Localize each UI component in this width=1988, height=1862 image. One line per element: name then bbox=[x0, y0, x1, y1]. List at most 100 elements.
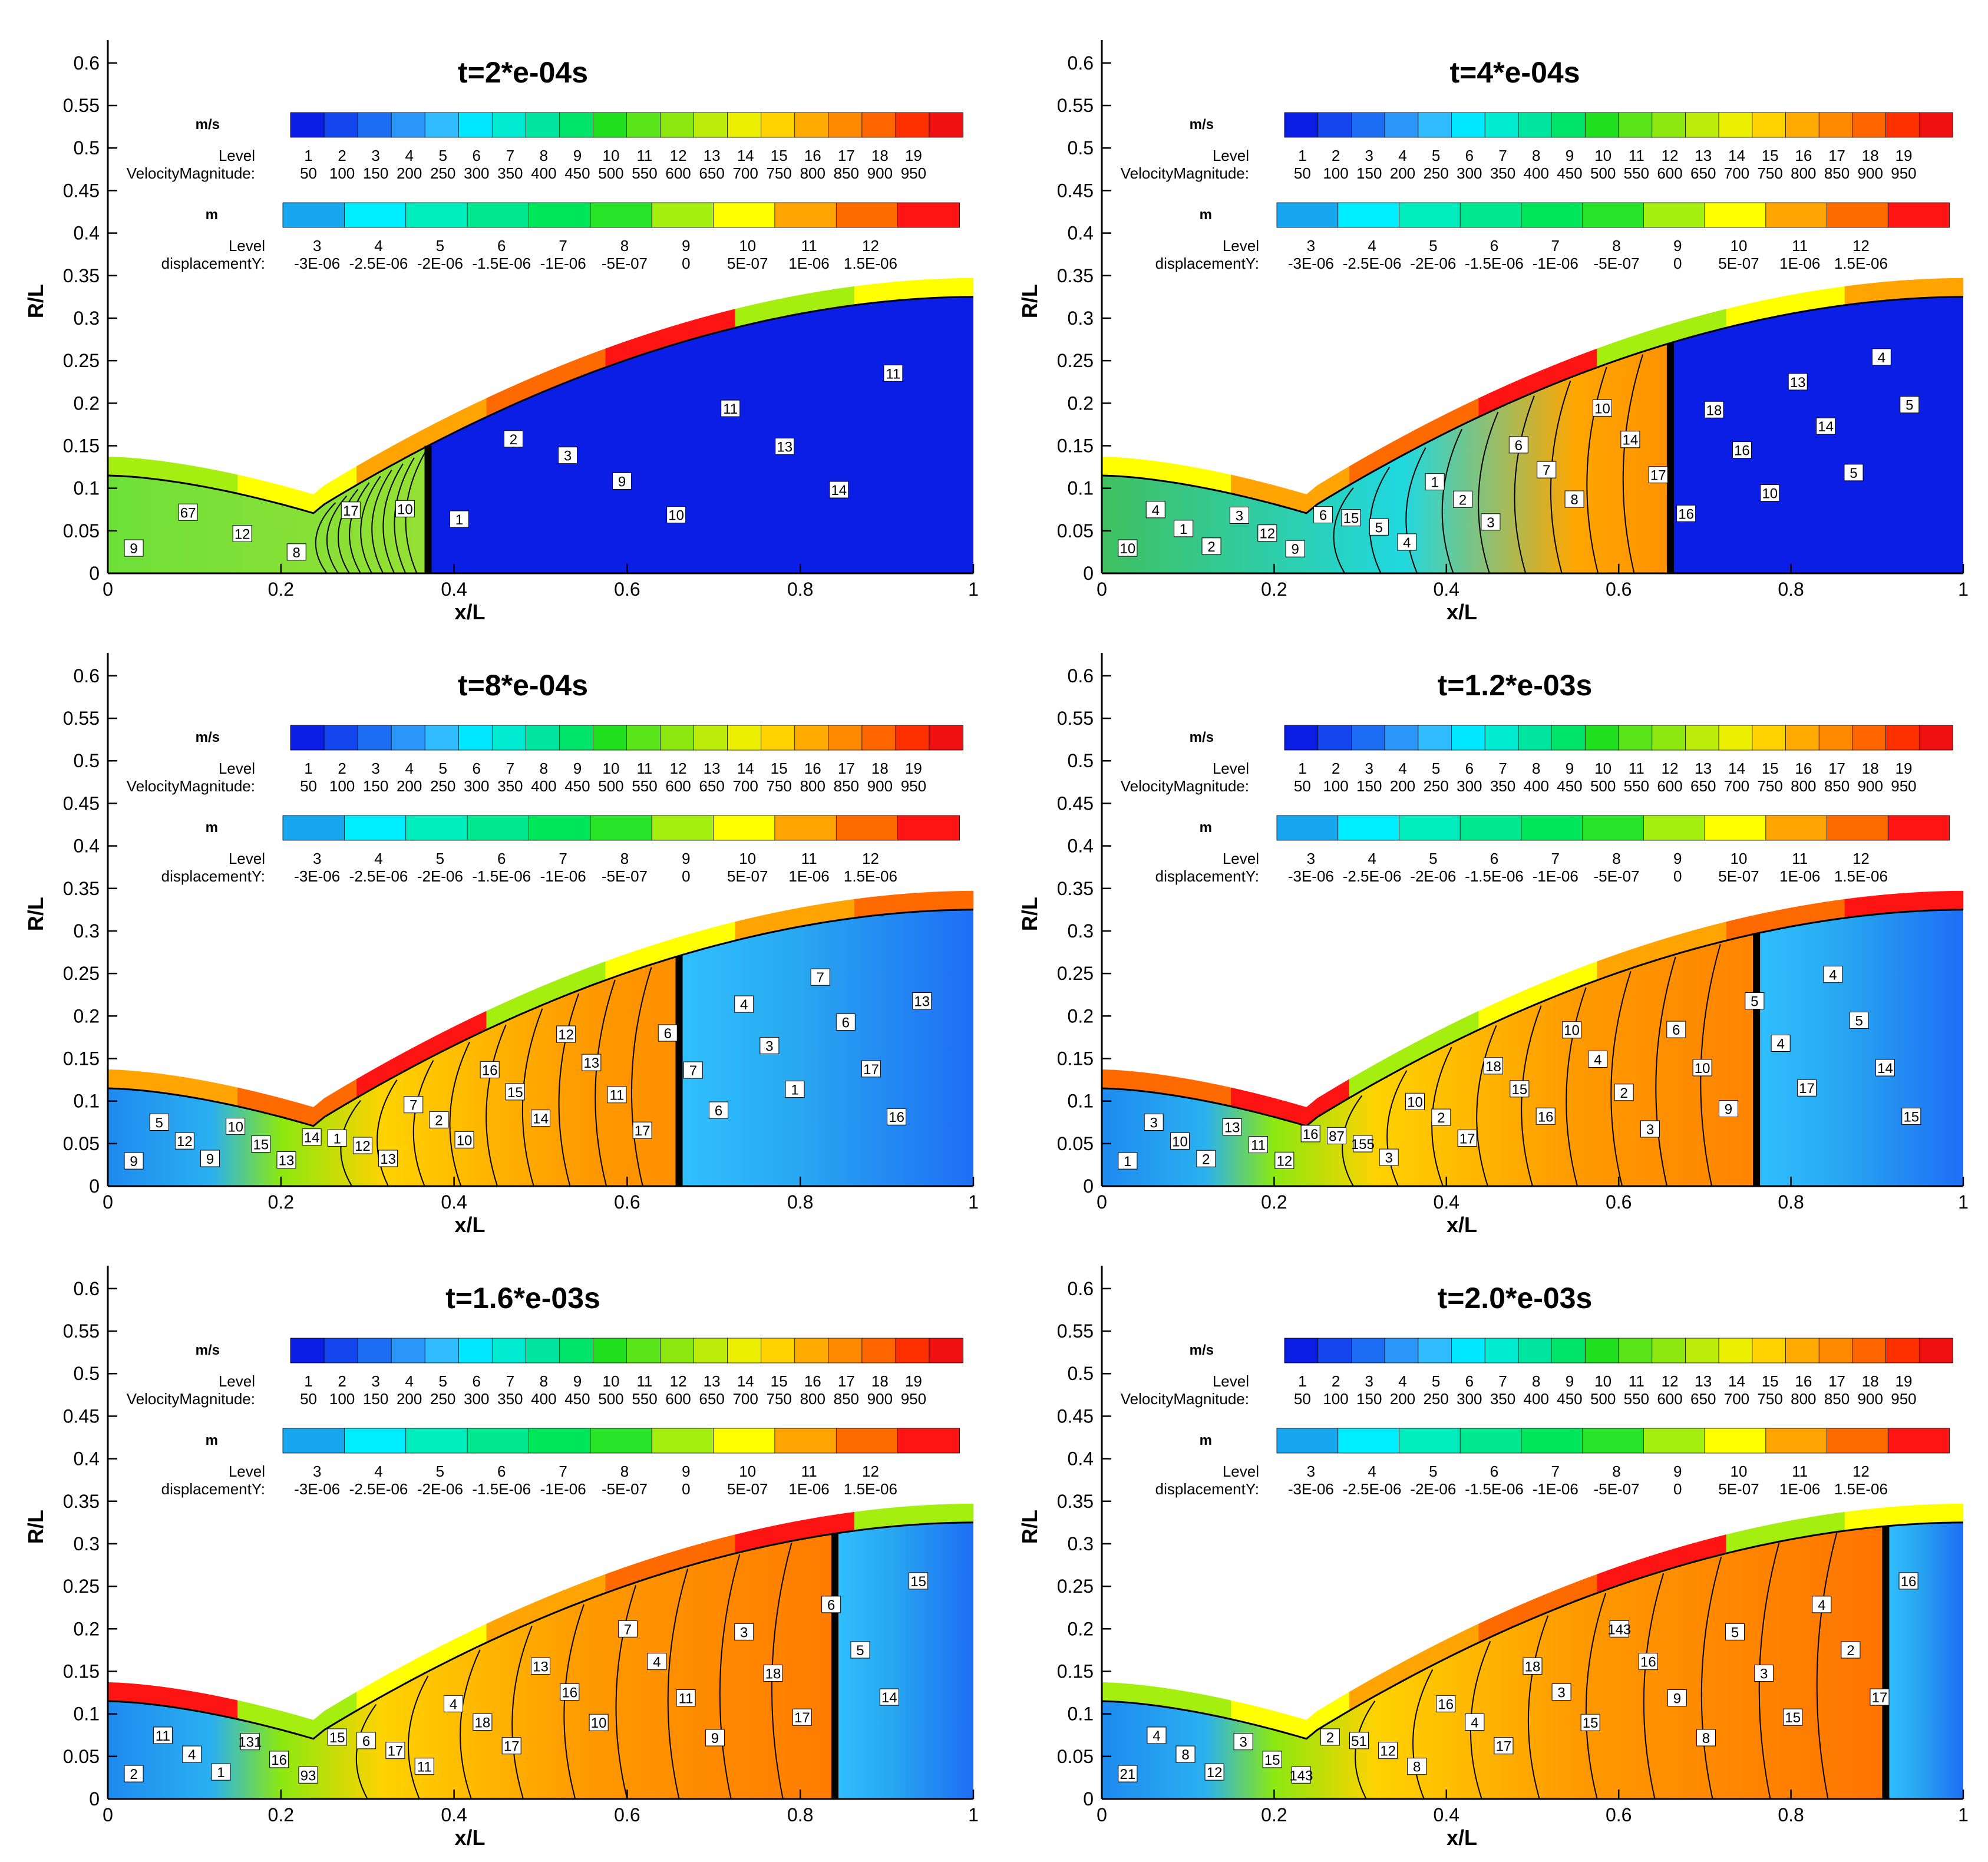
wall-band-segment bbox=[1758, 1524, 1770, 1546]
y-tick-label: 0.05 bbox=[1057, 1746, 1094, 1767]
contour-label: 15 bbox=[507, 1085, 523, 1101]
wall-band-segment bbox=[1241, 1702, 1253, 1725]
contour-label: 5 bbox=[1751, 994, 1758, 1010]
velocity-level: 4 bbox=[405, 1372, 413, 1390]
displacement-variable-label: displacementY: bbox=[1155, 867, 1259, 885]
wall-band-segment bbox=[908, 892, 920, 913]
contour-line bbox=[667, 1568, 689, 1800]
velocity-legend-swatch bbox=[1852, 725, 1887, 751]
velocity-value: 450 bbox=[1557, 777, 1582, 795]
contour-label: 14 bbox=[304, 1130, 320, 1146]
velocity-legend-swatch bbox=[1685, 112, 1719, 138]
velocity-level: 7 bbox=[506, 147, 514, 164]
x-tick-label: 1 bbox=[968, 1191, 979, 1213]
contour-label: 1 bbox=[333, 1131, 341, 1147]
velocity-value: 600 bbox=[1657, 1390, 1682, 1408]
contour-label-box bbox=[1508, 436, 1528, 454]
contour-label: 14 bbox=[1623, 433, 1639, 448]
contour-label-box bbox=[182, 1745, 202, 1763]
wall-band-segment bbox=[1909, 892, 1921, 912]
contour-label-box bbox=[505, 1083, 525, 1101]
wall-band-segment bbox=[746, 916, 757, 939]
wall-band-segment bbox=[1823, 1513, 1834, 1534]
displacement-legend-swatch bbox=[1338, 1428, 1400, 1454]
contour-label-box bbox=[178, 503, 198, 521]
wall-band-segment bbox=[1726, 306, 1738, 328]
velocity-level: 12 bbox=[670, 1372, 687, 1390]
wall-band-segment bbox=[821, 902, 833, 923]
wall-band-segment bbox=[151, 1072, 163, 1093]
velocity-value: 650 bbox=[699, 777, 724, 795]
wall-band-segment bbox=[1209, 1695, 1221, 1717]
velocity-legend-swatch bbox=[1518, 725, 1553, 751]
contour-label: 15 bbox=[329, 1730, 345, 1746]
wall-line bbox=[107, 909, 974, 1127]
wall-band-segment bbox=[248, 1090, 260, 1112]
contour-label: 3 bbox=[1236, 509, 1243, 524]
velocity-value: 400 bbox=[1524, 164, 1549, 182]
wall-band-segment bbox=[930, 892, 942, 912]
wall-band-segment bbox=[226, 1698, 238, 1719]
contour-label: 5 bbox=[1850, 466, 1857, 481]
contour-label-box bbox=[501, 1737, 521, 1755]
velocity-level: 11 bbox=[1629, 147, 1644, 164]
velocity-value: 850 bbox=[834, 164, 859, 182]
contour-label: 16 bbox=[1640, 1655, 1656, 1670]
contour-line bbox=[1514, 395, 1535, 574]
wall-band-segment bbox=[1177, 1689, 1188, 1711]
displacement-level-label: Level bbox=[229, 850, 265, 867]
contour-line bbox=[1478, 411, 1499, 574]
velocity-level: 19 bbox=[905, 147, 922, 164]
contour-label: 9 bbox=[711, 1731, 719, 1747]
displacement-legend-swatch bbox=[282, 202, 345, 228]
displacement-legend-swatch bbox=[590, 202, 653, 228]
contour-label-box bbox=[1262, 1751, 1282, 1768]
wall-band-segment bbox=[876, 1508, 887, 1528]
velocity-level-label: Level bbox=[1213, 1372, 1249, 1390]
wall-band-segment bbox=[865, 283, 876, 304]
wall-band-segment bbox=[1715, 309, 1727, 331]
velocity-value: 650 bbox=[1690, 164, 1716, 182]
wall-band-segment bbox=[1187, 1691, 1199, 1713]
wall-band-segment bbox=[1952, 1503, 1964, 1523]
displacement-value: -2E-06 bbox=[417, 1480, 463, 1498]
contour-label-box bbox=[1620, 431, 1640, 448]
wall-band-segment bbox=[172, 1075, 184, 1097]
velocity-value: 550 bbox=[1624, 777, 1649, 795]
velocity-legend-swatch bbox=[626, 1338, 661, 1364]
wall-band-segment bbox=[1166, 463, 1178, 484]
displacement-level: 10 bbox=[739, 237, 756, 255]
velocity-legend-swatch bbox=[794, 112, 829, 138]
contour-label-box bbox=[589, 1714, 609, 1731]
wall-band-segment bbox=[1241, 1090, 1253, 1112]
wall-band-segment bbox=[259, 480, 270, 502]
wall-band-segment bbox=[1834, 899, 1845, 920]
x-tick-label: 0.6 bbox=[1606, 1804, 1632, 1825]
contour-label-box bbox=[1274, 1151, 1294, 1169]
velocity-legend-swatch bbox=[1317, 112, 1352, 138]
wall-band-segment bbox=[778, 909, 790, 931]
x-tick-label: 1 bbox=[1958, 1804, 1969, 1825]
contour-label: 13 bbox=[380, 1151, 396, 1167]
wall-band-segment bbox=[1920, 1504, 1931, 1524]
contour-line bbox=[449, 1041, 470, 1187]
velocity-level: 10 bbox=[1594, 760, 1611, 777]
velocity-legend-swatch bbox=[761, 112, 795, 138]
velocity-level: 2 bbox=[1332, 147, 1340, 164]
contour-label: 16 bbox=[271, 1752, 287, 1768]
shock-front bbox=[1753, 933, 1761, 1186]
displacement-legend-swatch bbox=[1827, 1428, 1889, 1454]
velocity-legend-swatch bbox=[1752, 112, 1786, 138]
contour-label-box bbox=[759, 1036, 780, 1054]
displacement-value: -1E-06 bbox=[1533, 255, 1578, 272]
displacement-unit: m bbox=[1200, 1432, 1212, 1448]
contour-label-box bbox=[1118, 1152, 1138, 1170]
velocity-level: 1 bbox=[304, 760, 312, 777]
velocity-value: 950 bbox=[1891, 164, 1916, 182]
velocity-value: 500 bbox=[598, 777, 623, 795]
y-tick-label: 0.1 bbox=[1068, 1091, 1094, 1112]
velocity-legend-swatch bbox=[491, 112, 527, 138]
y-tick-label: 0.05 bbox=[63, 520, 100, 542]
y-axis-label: R/L bbox=[1018, 284, 1042, 318]
